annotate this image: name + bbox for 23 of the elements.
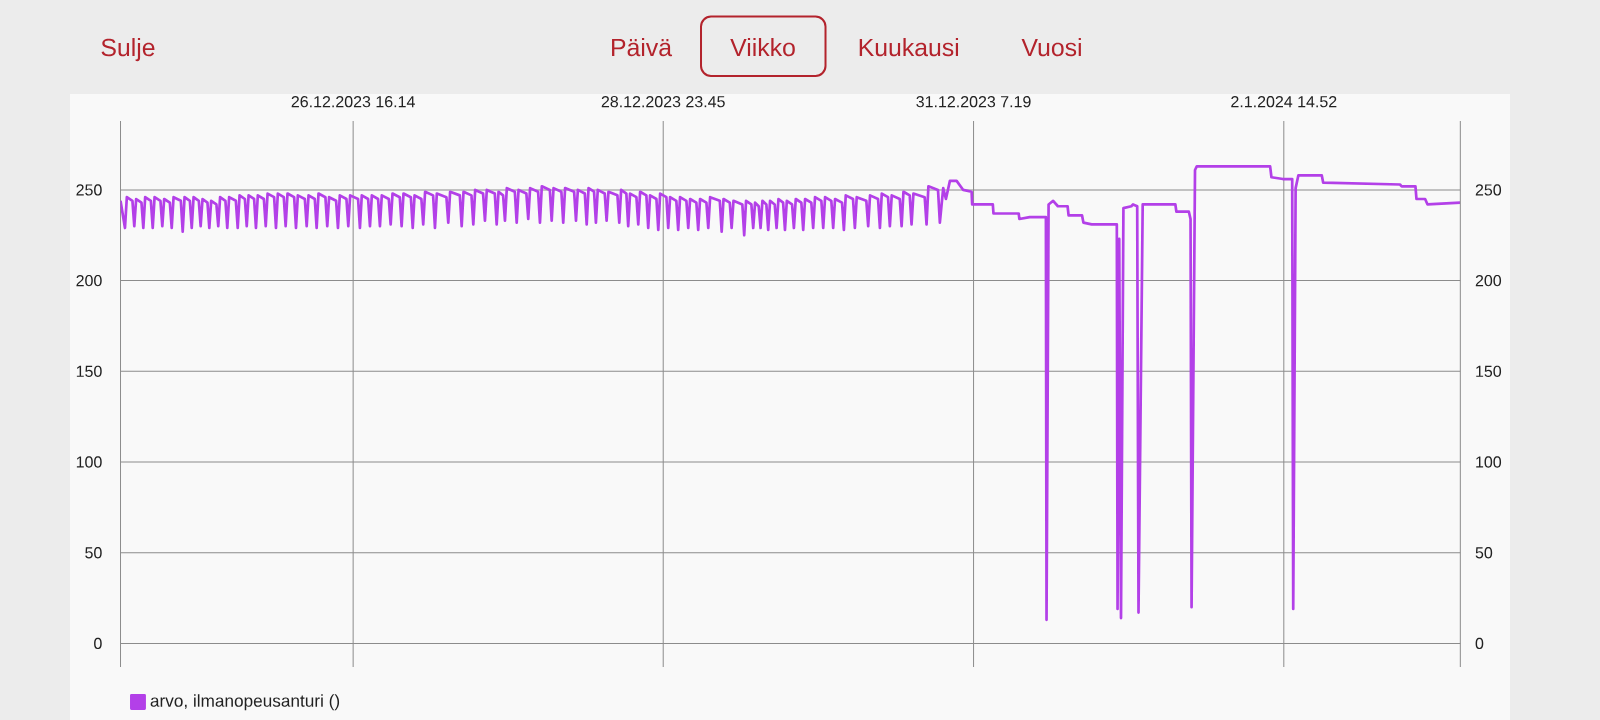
y2-tick-label: 50 (1475, 547, 1493, 559)
y2-tick-label: 150 (1476, 365, 1502, 377)
x-tick-label: 26.12.2023 16.14 (291, 96, 415, 108)
y2-tick-label: 250 (1475, 184, 1502, 196)
x-tick-label: 28.12.2023 23.45 (601, 96, 725, 108)
y2-tick-label: 0 (1475, 637, 1484, 650)
legend-label: arvo, ilmanopeusanturi () (150, 694, 340, 711)
x-tick-label: 31.12.2023 7.19 (916, 96, 1031, 108)
y-tick-label: 250 (76, 184, 102, 196)
y-tick-label: 0 (94, 637, 102, 650)
text: Vuosi (1021, 38, 1081, 57)
line-series (120, 165, 1461, 622)
y-tick-label: 100 (76, 456, 102, 468)
y-tick-label: 150 (76, 365, 102, 377)
text: Viikko (730, 38, 795, 57)
x-tick-label: 2.1.2024 14.52 (1231, 96, 1337, 108)
y2-tick-label: 200 (1475, 274, 1502, 287)
text: Kuukausi (859, 38, 959, 57)
text: Päivä (612, 38, 673, 57)
y-tick-label: 50 (85, 547, 102, 559)
y2-tick-label: 100 (1476, 456, 1502, 468)
text: Sulje (101, 38, 155, 62)
y-tick-label: 200 (76, 274, 102, 287)
